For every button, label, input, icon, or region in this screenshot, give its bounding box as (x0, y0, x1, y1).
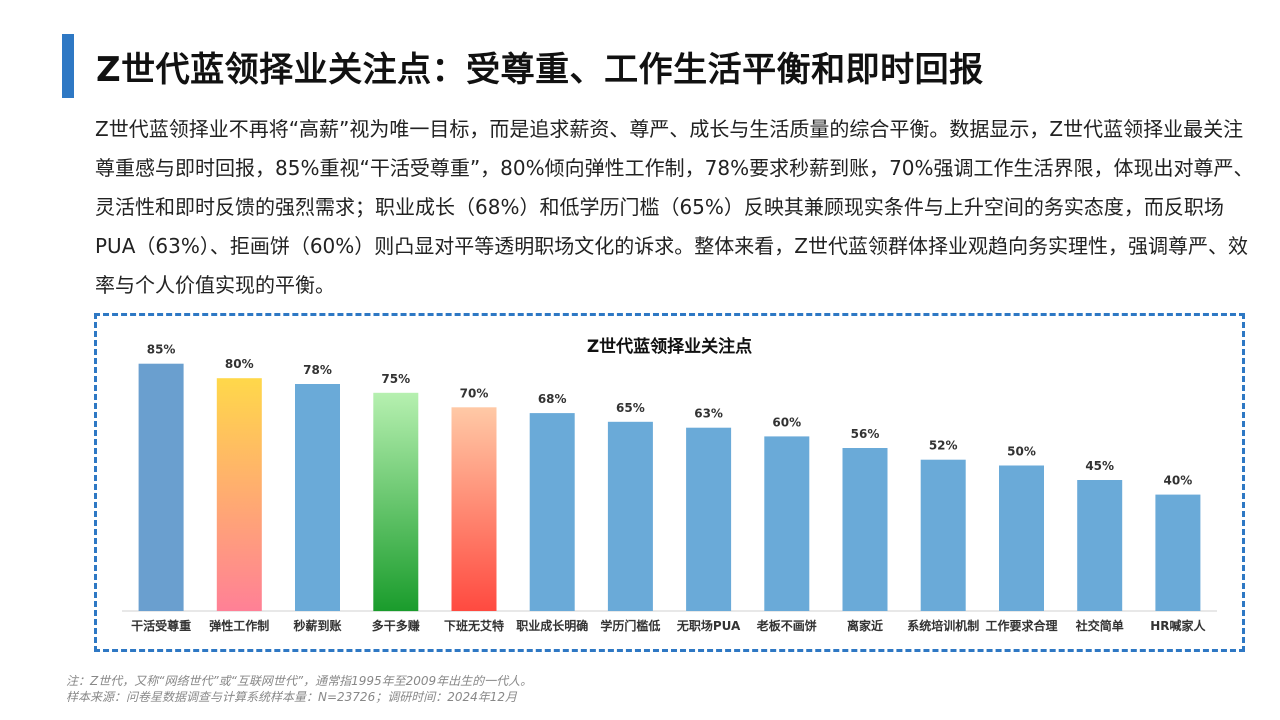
bar-12 (999, 465, 1044, 611)
data-label-8: 63% (694, 407, 723, 421)
intro-paragraph: Z世代蓝领择业不再将“高薪”视为唯一目标，而是追求薪资、尊严、成长与生活质量的综… (95, 117, 1254, 297)
category-label-13: 社交简单 (1075, 618, 1124, 633)
data-label-12: 50% (1007, 445, 1036, 459)
data-label-2: 80% (225, 357, 254, 371)
page-title: Z世代蓝领择业关注点：受尊重、工作生活平衡和即时回报 (96, 50, 984, 90)
footnotes: 注：Z世代，又称“网络世代”或“互联网世代”，通常指1995年至2009年出生的… (66, 673, 532, 705)
footnote-definition: 注：Z世代，又称“网络世代”或“互联网世代”，通常指1995年至2009年出生的… (66, 674, 533, 688)
title-accent-bar (62, 34, 74, 98)
category-label-12: 工作要求合理 (985, 618, 1057, 633)
data-label-14: 40% (1164, 474, 1193, 488)
category-label-8: 无职场PUA (676, 619, 741, 633)
bar-14 (1155, 494, 1201, 611)
category-label-2: 弹性工作制 (209, 618, 269, 633)
category-label-9: 老板不画饼 (757, 618, 817, 633)
category-label-11: 系统培训机制 (907, 618, 979, 633)
category-label-3: 秒薪到账 (293, 618, 341, 633)
bar-2 (216, 378, 262, 611)
category-label-14: HR喊家人 (1150, 618, 1206, 633)
data-label-7: 65% (616, 401, 645, 415)
category-label-5: 下班无艾特 (444, 618, 504, 633)
bar-6 (529, 413, 575, 611)
chart-title: Z世代蓝领择业关注点 (586, 337, 753, 357)
category-label-6: 职业成长明确 (516, 618, 588, 633)
data-label-1: 85% (147, 343, 176, 357)
bar-11 (920, 459, 966, 611)
data-label-5: 70% (460, 386, 489, 400)
footnote-source: 样本来源：问卷星数据调查与计算系统样本量：N=23726；调研时间：2024年1… (66, 690, 518, 704)
data-label-6: 68% (538, 392, 567, 406)
bar-3 (295, 384, 340, 611)
bar-chart: 85% 干活受尊重 80% 弹性工作制 78% 秒薪到账 75% 多干多赚 70% 下班无艾特 68… (122, 343, 1217, 633)
bar-1 (138, 363, 184, 611)
category-label-1: 干活受尊重 (131, 618, 191, 633)
category-label-7: 学历门槛低 (600, 618, 660, 633)
bar-7 (607, 421, 653, 611)
bar-13 (1077, 480, 1123, 611)
bar-4 (373, 392, 419, 612)
data-label-3: 78% (303, 363, 332, 377)
data-label-13: 45% (1085, 459, 1114, 473)
bar-5 (451, 407, 497, 611)
bar-10 (842, 448, 888, 611)
bar-8 (686, 427, 732, 611)
bar-9 (764, 436, 810, 611)
chart-frame: Z世代蓝领择业关注点 85% 干活受尊重 80% 弹性工作制 78% 秒薪到账 75% 多干多… (94, 313, 1245, 652)
data-label-11: 52% (929, 439, 958, 453)
category-label-4: 多干多赚 (372, 618, 420, 633)
data-label-10: 56% (851, 427, 880, 441)
data-label-9: 60% (772, 415, 801, 429)
category-label-10: 离家近 (847, 618, 883, 633)
data-label-4: 75% (381, 372, 410, 386)
